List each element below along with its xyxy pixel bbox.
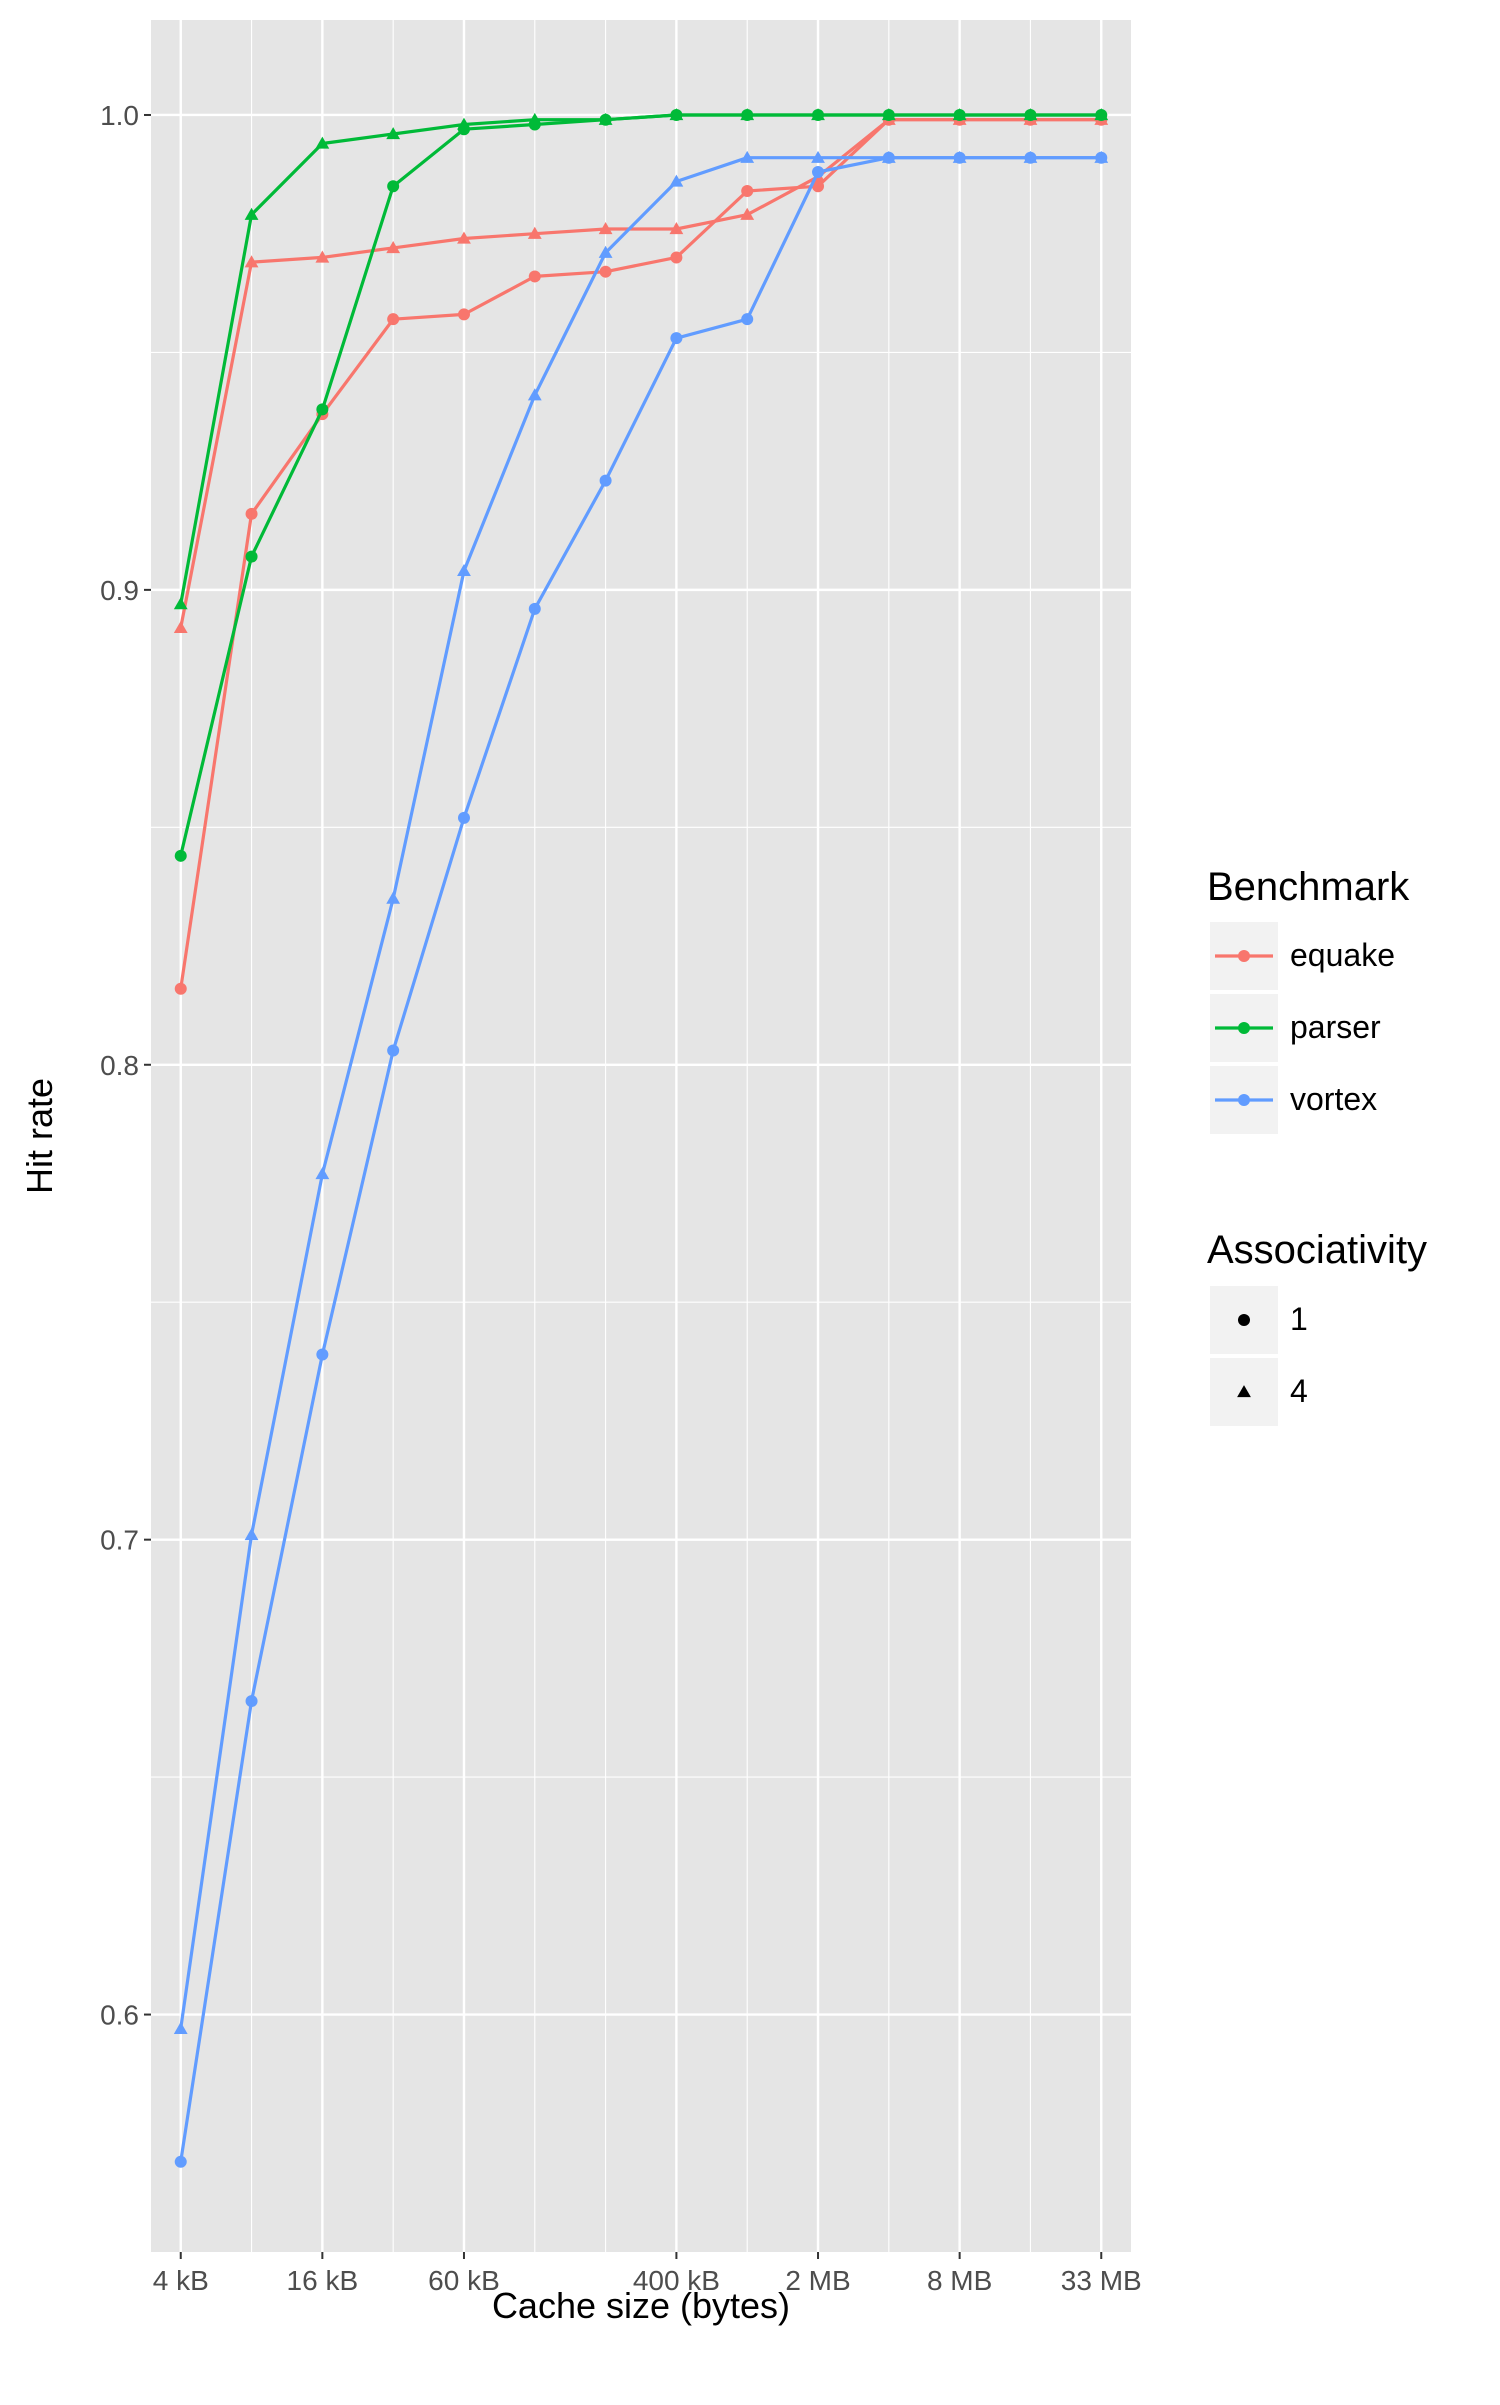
- data-point: [1094, 150, 1109, 163]
- data-point: [598, 245, 613, 258]
- data-point: [245, 507, 258, 520]
- data-point: [812, 180, 825, 193]
- legend: Benchmark Associativity equake parser vort…: [1207, 865, 1427, 1426]
- legend-item-assoc-4: 4: [1290, 1373, 1308, 1409]
- y-tick-label: 0.7: [100, 1525, 139, 1556]
- data-point: [174, 849, 187, 862]
- y-tick-label: 0.8: [100, 1050, 139, 1081]
- y-tick-label: 1.0: [100, 100, 139, 131]
- data-point: [811, 150, 825, 163]
- data-point: [244, 207, 259, 220]
- series-line: [179, 118, 1102, 629]
- legend-key-point: [1238, 1022, 1250, 1034]
- data-point: [669, 174, 684, 187]
- data-point: [598, 112, 613, 125]
- series-parser-assoc-4: [173, 108, 1109, 610]
- data-point: [315, 136, 330, 149]
- data-point: [174, 2155, 187, 2168]
- legend-item-vortex: vortex: [1290, 1081, 1377, 1117]
- data-point: [740, 207, 755, 220]
- data-point: [244, 1528, 259, 1541]
- plot-panel: [151, 20, 1131, 2252]
- data-point: [599, 474, 612, 487]
- x-axis-title: Cache size (bytes): [492, 2285, 790, 2326]
- data-point: [952, 150, 967, 163]
- x-tick-label: 16 kB: [287, 2265, 359, 2296]
- legend-key-shape: [1238, 1314, 1250, 1326]
- data-point: [386, 891, 401, 904]
- data-point: [174, 982, 187, 995]
- data-point: [173, 620, 188, 634]
- data-point: [387, 313, 400, 326]
- data-point: [598, 222, 613, 235]
- data-point: [669, 108, 684, 121]
- data-point: [316, 1348, 329, 1361]
- data-point: [386, 241, 401, 254]
- data-point: [670, 332, 683, 345]
- data-point: [457, 811, 470, 824]
- data-point: [527, 388, 542, 401]
- data-point: [599, 265, 612, 278]
- data-point: [245, 1695, 258, 1708]
- data-point: [670, 251, 683, 264]
- legend-benchmark-title: Benchmark: [1207, 865, 1410, 909]
- legend-item-assoc-1: 1: [1290, 1301, 1308, 1337]
- axes: 0.6 0.7 0.8 0.9 1.0 4 kB 16 kB 60 kB 400 kB 2 MB 8…: [100, 100, 1142, 2296]
- data-point: [812, 165, 825, 178]
- data-point: [811, 108, 825, 121]
- y-tick-label: 0.6: [100, 2000, 139, 2031]
- legend-key-point: [1238, 1094, 1250, 1106]
- data-point: [952, 108, 967, 121]
- data-point: [244, 255, 259, 268]
- data-point: [881, 108, 896, 121]
- data-point: [457, 117, 471, 130]
- y-axis-title: Hit rate: [19, 1078, 60, 1194]
- x-tick-label: 2 MB: [785, 2265, 850, 2296]
- data-point: [1094, 108, 1109, 121]
- data-point: [527, 112, 542, 125]
- data-point: [741, 184, 754, 197]
- data-point: [387, 1044, 400, 1057]
- legend-item-equake: equake: [1290, 937, 1395, 973]
- series-line: [179, 156, 1102, 2030]
- data-point: [173, 597, 188, 610]
- data-point: [315, 250, 330, 263]
- data-point: [1023, 150, 1038, 163]
- data-point: [527, 226, 542, 239]
- series-line: [179, 113, 1102, 605]
- legend-key-shape: [1237, 1385, 1251, 1398]
- data-point: [386, 127, 401, 140]
- data-point: [457, 308, 470, 321]
- x-tick-label: 8 MB: [927, 2265, 992, 2296]
- data-point: [881, 150, 896, 163]
- data-point: [457, 231, 471, 244]
- data-point: [1023, 108, 1038, 121]
- data-point: [315, 1167, 330, 1180]
- legend-associativity-title: Associativity: [1207, 1228, 1427, 1272]
- y-tick-label: 0.9: [100, 575, 139, 606]
- data-point: [387, 180, 400, 193]
- x-tick-label: 33 MB: [1061, 2265, 1142, 2296]
- legend-item-parser: parser: [1290, 1009, 1381, 1045]
- data-point: [669, 222, 684, 235]
- data-point: [457, 563, 471, 577]
- data-point: [173, 2021, 188, 2034]
- x-tick-label: 4 kB: [153, 2265, 209, 2296]
- series-vortex-assoc-4: [173, 150, 1109, 2034]
- legend-key-point: [1238, 950, 1250, 962]
- data-point: [741, 313, 754, 326]
- data-point: [316, 403, 329, 416]
- data-point: [528, 270, 541, 283]
- data-point: [245, 550, 258, 563]
- x-tick-label: 60 kB: [428, 2265, 500, 2296]
- data-point: [740, 108, 755, 121]
- data-point: [528, 602, 541, 615]
- data-point: [740, 150, 755, 163]
- x-tick-label: 400 kB: [633, 2265, 720, 2296]
- data-series: [173, 108, 1109, 2168]
